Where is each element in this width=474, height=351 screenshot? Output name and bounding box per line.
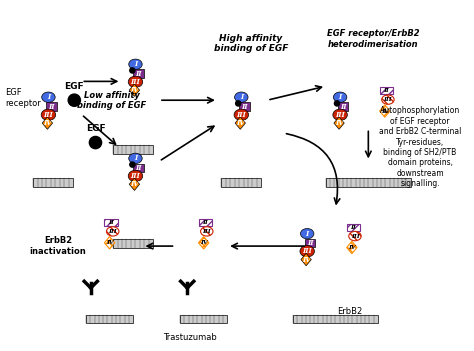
Polygon shape <box>42 117 53 129</box>
Circle shape <box>68 94 81 106</box>
FancyBboxPatch shape <box>133 69 144 78</box>
Text: II: II <box>48 102 55 111</box>
FancyBboxPatch shape <box>113 145 153 154</box>
Text: EGF
receptor: EGF receptor <box>5 88 41 107</box>
Text: IV: IV <box>236 119 245 127</box>
Text: Autophosphorylation
of EGF receptor
and ErbB2 C-terminal
Tyr-residues,
binding o: Autophosphorylation of EGF receptor and … <box>379 106 461 188</box>
Text: II: II <box>383 88 389 93</box>
FancyBboxPatch shape <box>46 102 57 111</box>
Text: III: III <box>351 234 359 239</box>
Text: III: III <box>131 172 140 180</box>
FancyBboxPatch shape <box>346 224 360 231</box>
FancyBboxPatch shape <box>113 239 153 248</box>
Text: IV: IV <box>348 245 356 250</box>
Text: High affinity
binding of EGF: High affinity binding of EGF <box>213 34 288 53</box>
Text: IV: IV <box>381 108 389 113</box>
Polygon shape <box>104 237 115 249</box>
Ellipse shape <box>129 153 142 164</box>
Text: I: I <box>134 154 137 163</box>
Circle shape <box>130 162 135 167</box>
Text: IV: IV <box>302 256 310 264</box>
Ellipse shape <box>41 109 55 120</box>
Text: I: I <box>134 60 137 68</box>
Polygon shape <box>301 253 311 266</box>
FancyBboxPatch shape <box>180 315 227 323</box>
Text: II: II <box>350 225 356 230</box>
Text: II: II <box>108 220 113 225</box>
FancyBboxPatch shape <box>293 315 378 323</box>
Text: II: II <box>135 164 142 172</box>
Circle shape <box>335 101 339 106</box>
Polygon shape <box>199 237 209 249</box>
Text: II: II <box>307 239 313 247</box>
Ellipse shape <box>333 92 347 102</box>
Text: II: II <box>135 69 142 78</box>
Text: III: III <box>131 78 140 86</box>
FancyBboxPatch shape <box>305 239 316 247</box>
Ellipse shape <box>201 227 213 236</box>
Text: I: I <box>47 93 50 101</box>
Text: Low affinity
binding of EGF: Low affinity binding of EGF <box>77 91 146 110</box>
Ellipse shape <box>128 76 143 87</box>
Ellipse shape <box>382 95 394 104</box>
FancyBboxPatch shape <box>221 178 261 187</box>
FancyBboxPatch shape <box>338 102 348 111</box>
Polygon shape <box>235 117 246 129</box>
Text: III: III <box>237 111 246 119</box>
Text: ErbB2: ErbB2 <box>337 307 362 317</box>
Polygon shape <box>129 84 140 97</box>
Text: IV: IV <box>106 240 113 245</box>
FancyBboxPatch shape <box>104 219 118 226</box>
Text: IV: IV <box>43 119 52 127</box>
Ellipse shape <box>234 109 248 120</box>
Text: II: II <box>241 102 248 111</box>
Ellipse shape <box>128 170 143 182</box>
Ellipse shape <box>301 229 314 239</box>
Text: III: III <box>202 229 211 234</box>
FancyBboxPatch shape <box>199 219 212 226</box>
Ellipse shape <box>129 59 142 69</box>
Text: EGF: EGF <box>86 124 105 133</box>
Ellipse shape <box>42 92 55 102</box>
Ellipse shape <box>300 246 314 257</box>
Polygon shape <box>380 105 390 117</box>
Text: III: III <box>44 111 53 119</box>
Circle shape <box>236 101 241 106</box>
Text: II: II <box>202 220 208 225</box>
Ellipse shape <box>107 227 119 236</box>
Text: III: III <box>302 247 312 255</box>
Text: III: III <box>383 97 392 102</box>
Text: I: I <box>338 93 342 101</box>
Text: ErbB2
inactivation: ErbB2 inactivation <box>29 236 86 256</box>
Text: III: III <box>335 111 345 119</box>
Polygon shape <box>129 178 140 191</box>
Text: IV: IV <box>200 240 208 245</box>
FancyBboxPatch shape <box>380 87 393 94</box>
Text: Trastuzumab: Trastuzumab <box>163 333 217 342</box>
Text: II: II <box>340 102 346 111</box>
Text: I: I <box>306 230 309 238</box>
Text: IV: IV <box>130 86 139 94</box>
Ellipse shape <box>333 109 347 120</box>
Polygon shape <box>334 117 344 129</box>
Text: I: I <box>240 93 243 101</box>
FancyBboxPatch shape <box>326 178 410 187</box>
FancyBboxPatch shape <box>133 164 144 172</box>
Polygon shape <box>346 241 357 254</box>
FancyBboxPatch shape <box>86 315 133 323</box>
Text: IV: IV <box>130 180 139 188</box>
Text: IV: IV <box>335 119 343 127</box>
Text: EGF: EGF <box>64 81 84 91</box>
Circle shape <box>130 68 135 73</box>
Ellipse shape <box>235 92 248 102</box>
FancyBboxPatch shape <box>239 102 250 111</box>
Text: III: III <box>109 229 117 234</box>
Ellipse shape <box>349 231 361 241</box>
FancyBboxPatch shape <box>33 178 73 187</box>
Text: EGF receptor/ErbB2
heterodimerisation: EGF receptor/ErbB2 heterodimerisation <box>327 29 419 49</box>
Circle shape <box>90 137 101 149</box>
